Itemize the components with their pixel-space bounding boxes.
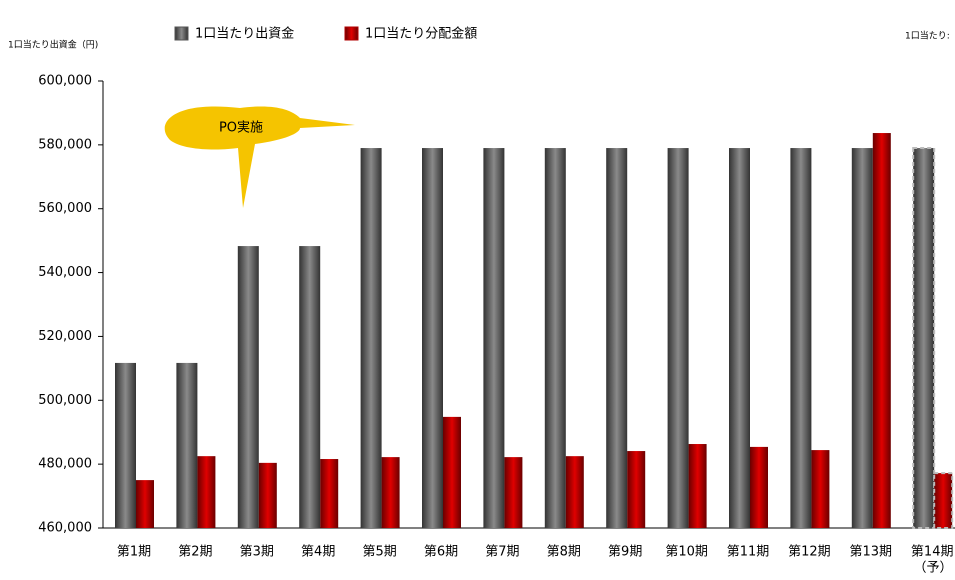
x-tick-label: 第10期 <box>665 545 708 560</box>
distribution-bar <box>443 416 461 528</box>
x-tick-label: 第2期 <box>178 545 212 560</box>
y-tick-label: 560,000 <box>38 201 92 216</box>
y-tick-label: 460,000 <box>38 521 92 536</box>
distribution-bar <box>258 462 277 528</box>
x-tick-label: 第14期 <box>911 545 954 560</box>
investment-bar <box>176 362 198 528</box>
distribution-bar <box>750 446 768 528</box>
legend-label: 1口当たり分配金額 <box>365 26 477 42</box>
distribution-bar <box>381 457 400 528</box>
distribution-bar <box>136 480 154 528</box>
investment-bar <box>912 147 936 530</box>
distribution-bar <box>504 457 523 528</box>
x-tick-label: 第12期 <box>788 545 831 560</box>
investment-bar <box>729 148 750 529</box>
x-tick-label: 第1期 <box>117 545 151 560</box>
investment-bar <box>483 148 505 529</box>
x-tick-label: 第7期 <box>485 545 519 560</box>
y-tick-label: 480,000 <box>38 457 92 472</box>
x-tick-label: 第9期 <box>608 545 642 560</box>
distribution-bar <box>933 472 954 529</box>
investment-bar <box>299 246 321 528</box>
investment-bar <box>115 362 136 528</box>
distribution-bar <box>627 451 646 528</box>
investment-bar <box>422 148 443 529</box>
y-axis-label: 1口当たり出資金（円) <box>8 39 98 51</box>
x-tick-label: 第4期 <box>301 545 335 560</box>
investment-bar <box>544 148 566 529</box>
y-tick-label: 580,000 <box>38 137 92 152</box>
x-tick-label: 第5期 <box>362 545 396 560</box>
x-tick-label: 第11期 <box>727 545 770 560</box>
investment-bar <box>606 148 628 529</box>
distribution-bar <box>565 456 584 528</box>
x-tick-label: 第13期 <box>850 545 893 560</box>
investment-bar <box>790 148 812 529</box>
distribution-bar <box>197 456 216 528</box>
investment-bar <box>667 148 689 529</box>
distribution-bar <box>811 450 830 528</box>
x-tick-label: 第8期 <box>547 545 581 560</box>
y-tick-label: 540,000 <box>38 265 92 280</box>
legend-swatch <box>344 26 359 41</box>
legend-swatch <box>174 26 189 41</box>
x-tick-label: 第6期 <box>424 545 458 560</box>
forecast-note: （予） <box>913 561 952 576</box>
y-tick-label: 500,000 <box>38 393 92 408</box>
legend-label: 1口当たり出資金 <box>195 26 294 42</box>
y-tick-label: 600,000 <box>38 74 92 89</box>
y-tick-label: 520,000 <box>38 329 92 344</box>
distribution-bar <box>872 133 891 528</box>
y2-axis-label: 1口当たり: <box>905 30 950 42</box>
x-tick-label: 第3期 <box>240 545 274 560</box>
distribution-bar <box>320 459 339 528</box>
investment-bar <box>360 148 382 529</box>
investment-bar <box>851 148 873 529</box>
annotation: PO実施 <box>219 120 263 136</box>
callout <box>164 106 355 208</box>
investment-bar <box>237 246 259 528</box>
distribution-bar <box>688 444 707 528</box>
